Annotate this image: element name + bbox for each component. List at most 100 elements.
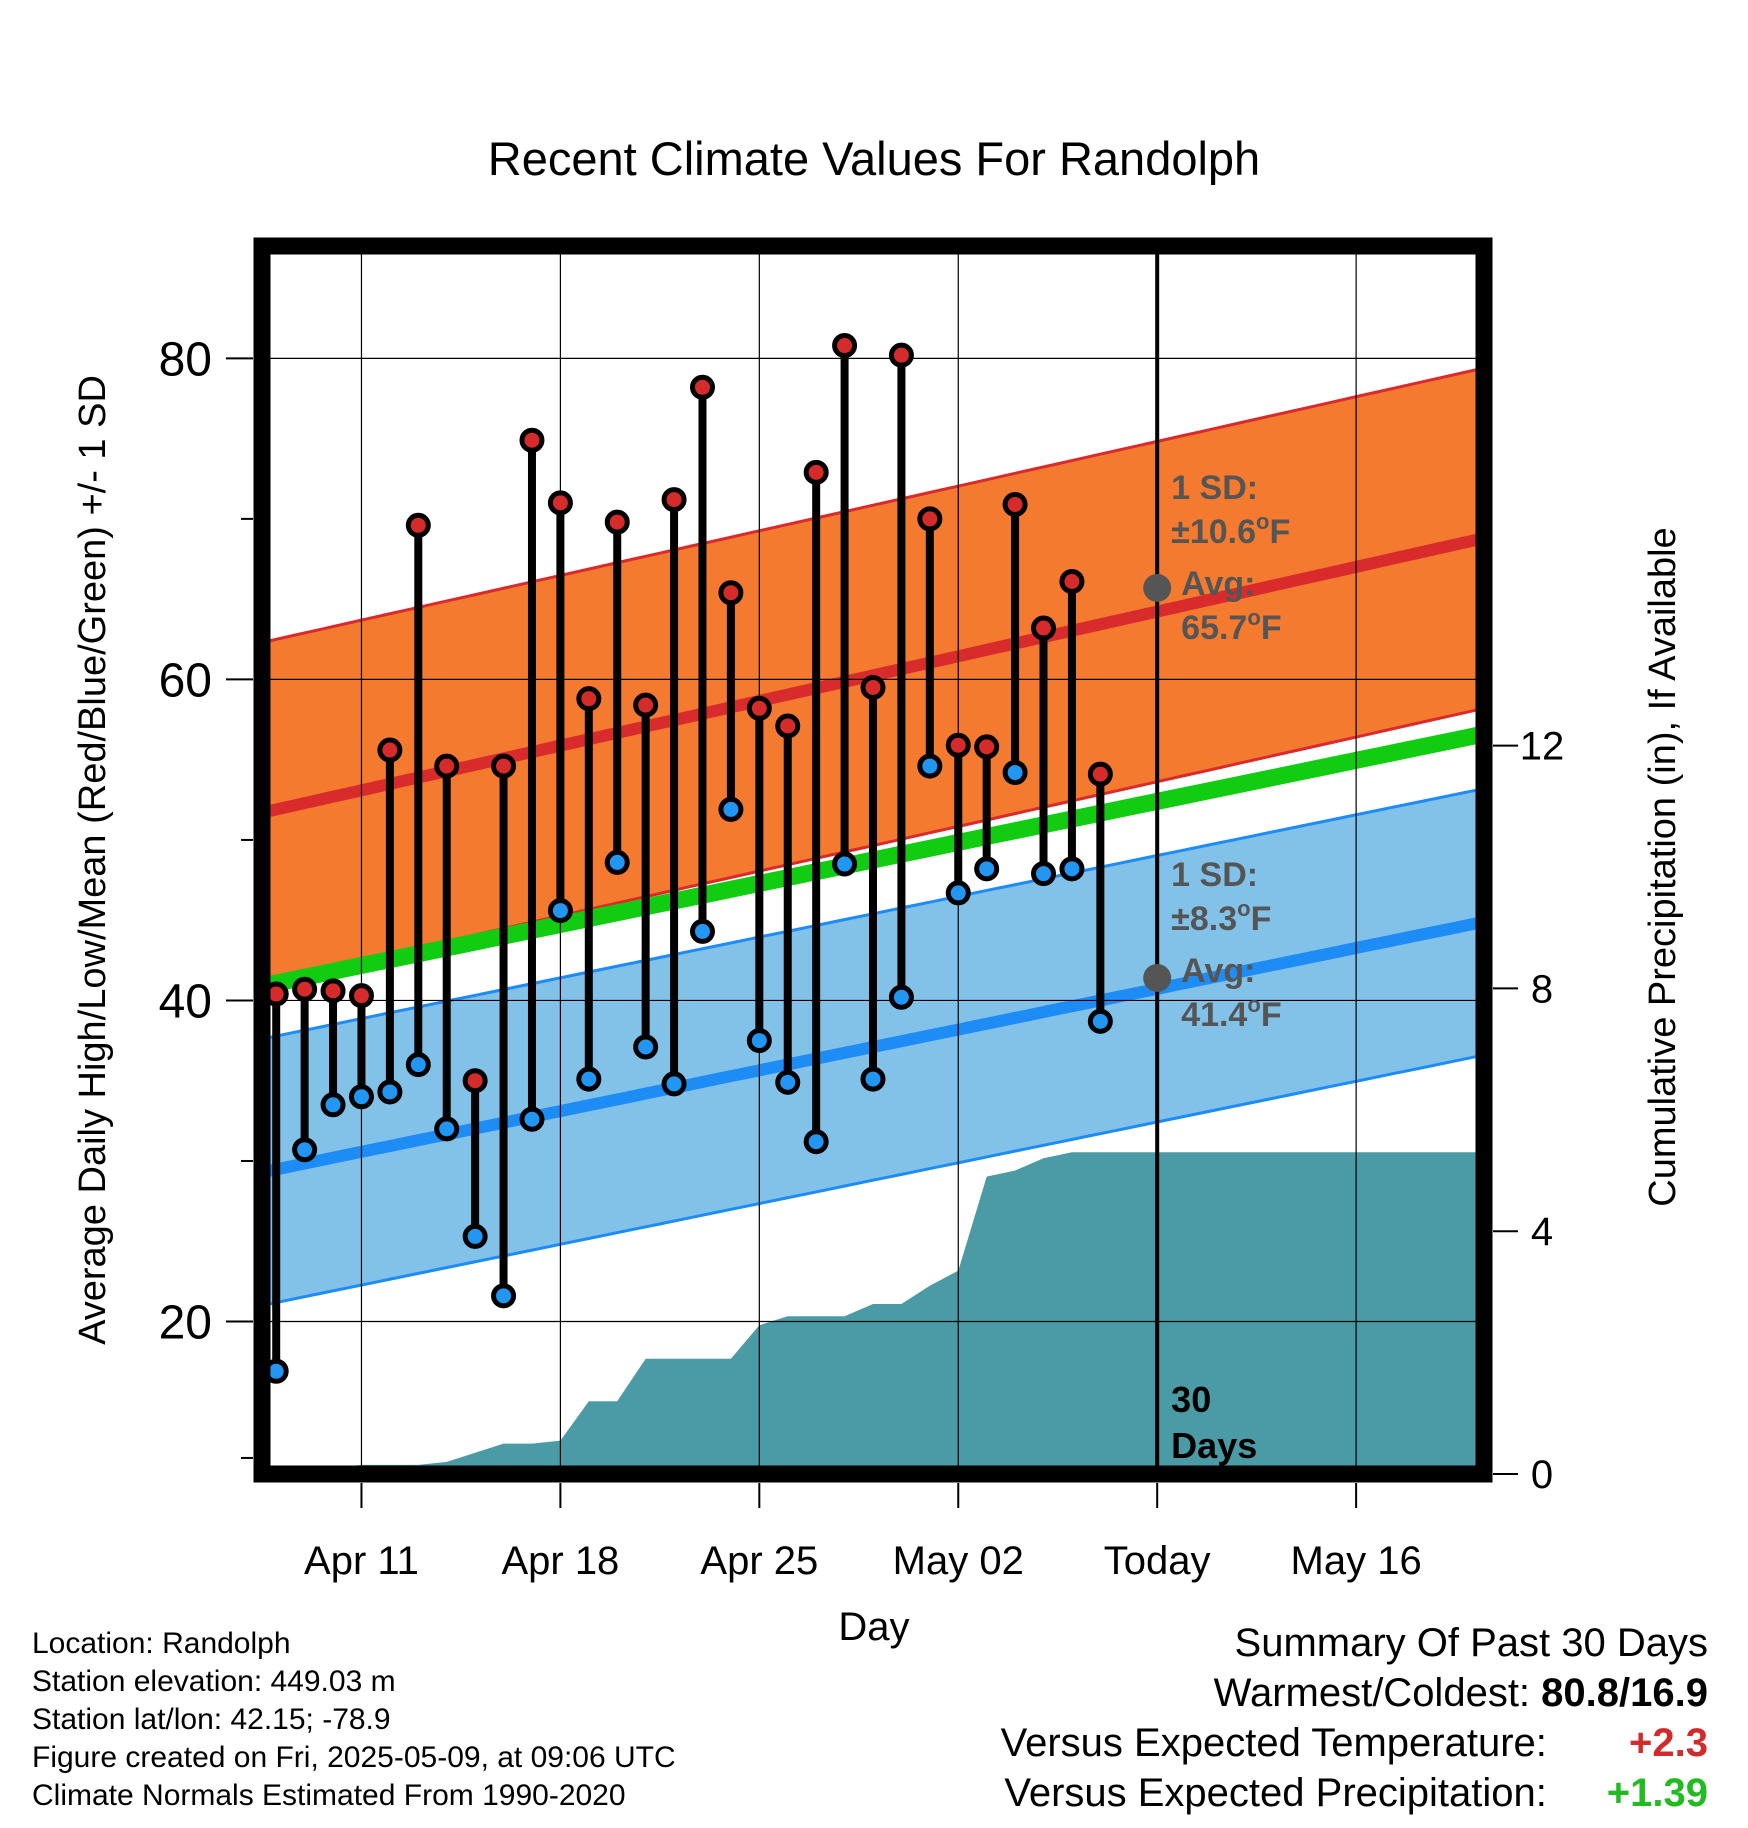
precipitation-area [276,1152,1484,1474]
daily-low-point [689,918,715,944]
daily-low-point [746,1028,772,1054]
low-band-lower-edge [262,1053,1484,1307]
daily-high-point [803,459,829,485]
summary-warm-cold: Warmest/Coldest: 80.8/16.9 [1001,1668,1708,1718]
daily-high-point [1002,491,1028,517]
high-avg-marker [1143,573,1172,602]
high-annotation-avg-value: 65.7oF [1181,605,1281,647]
daily-high-point [405,512,431,538]
daily-low-point [320,1092,346,1118]
high-band-upper-edge [262,366,1484,644]
y-tick-label: 20 [159,1297,212,1350]
y2-tick-label: 12 [1520,725,1565,769]
y2-tick-label: 0 [1531,1453,1553,1497]
daily-high-point [462,1068,488,1094]
summary-panel: Summary Of Past 30 Days Warmest/Coldest:… [1001,1618,1708,1818]
daily-low-point [547,898,573,924]
temp-label: Versus Expected Temperature: [1000,1721,1547,1765]
daily-high-point [633,692,659,718]
today-window-label-bottom: Days [1171,1425,1257,1466]
daily-low-point [434,1116,460,1142]
daily-high-point [434,753,460,779]
today-window-label-top: 30 [1171,1379,1211,1420]
low-avg-marker [1143,963,1172,992]
daily-low-point [775,1069,801,1095]
daily-low-point [661,1071,687,1097]
daily-low-point [604,849,630,875]
daily-low-point [803,1129,829,1155]
daily-high-point [1087,761,1113,787]
daily-high-point [320,978,346,1004]
daily-high-point [576,686,602,712]
daily-high-point [661,487,687,513]
low-annotation-avg-label: Avg: [1181,952,1255,990]
daily-low-point [377,1079,403,1105]
daily-low-point [1031,861,1057,887]
daily-high-point [746,695,772,721]
daily-low-point [633,1034,659,1060]
high-annotation-sd-value: ±10.6oF [1171,509,1290,551]
x-tick-label: Apr 18 [501,1539,619,1583]
daily-low-point [519,1106,545,1132]
y2-tick-label: 8 [1531,967,1553,1011]
daily-low-point [1059,856,1085,882]
daily-low-point [718,796,744,822]
daily-high-point [832,333,858,359]
daily-low-point [945,880,971,906]
summary-temp: Versus Expected Temperature: +2.3 [1001,1718,1708,1768]
daily-high-point [718,580,744,606]
daily-high-point [292,976,318,1002]
daily-high-point [547,490,573,516]
plot-inner [262,246,1484,1474]
y-tick-label: 80 [159,333,212,386]
daily-low-point [860,1066,886,1092]
daily-high-point [860,674,886,700]
chart-title: Recent Climate Values For Randolph [488,132,1260,185]
x-axis-label: Day [838,1605,909,1649]
daily-low-point [974,856,1000,882]
latlon-text: Station lat/lon: 42.15; -78.9 [32,1703,391,1736]
daily-high-point [974,734,1000,760]
daily-high-point [917,506,943,532]
daily-high-point [945,732,971,758]
daily-low-point [917,753,943,779]
summary-precip: Versus Expected Precipitation: +1.39 [1001,1768,1708,1818]
daily-low-point [462,1223,488,1249]
daily-high-point [1059,568,1085,594]
daily-high-point [348,983,374,1009]
y-tick-label: 40 [159,975,212,1028]
daily-low-point [491,1283,517,1309]
daily-high-point [377,737,403,763]
daily-high-point [604,509,630,535]
normals-text: Climate Normals Estimated From 1990-2020 [32,1779,626,1812]
daily-low-point [576,1066,602,1092]
x-tick-label: Today [1104,1539,1211,1583]
high-annotation-avg-label: Avg: [1181,565,1255,603]
daily-high-point [689,374,715,400]
daily-low-point [1087,1008,1113,1034]
temp-value: +2.3 [1629,1721,1708,1765]
daily-low-point [1002,760,1028,786]
x-tick-label: Apr 25 [700,1539,818,1583]
daily-high-point [775,713,801,739]
y-axis-label: Average Daily High/Low/Mean (Red/Blue/Gr… [72,375,114,1345]
precip-value: +1.39 [1606,1771,1708,1815]
x-tick-label: May 16 [1291,1539,1422,1583]
daily-high-point [1031,615,1057,641]
plot-frame [253,237,1493,1483]
daily-high-point [519,427,545,453]
y2-tick-label: 4 [1531,1210,1553,1254]
location-text: Location: Randolph [32,1627,291,1660]
x-tick-label: May 02 [893,1539,1024,1583]
low-annotation-avg-value: 41.4oF [1181,992,1281,1034]
summary-title: Summary Of Past 30 Days [1234,1621,1708,1665]
station-info: Location: Randolph Station elevation: 44… [32,1625,676,1815]
daily-low-point [348,1084,374,1110]
daily-low-point [292,1137,318,1163]
low-annotation-sd-label: 1 SD: [1171,856,1258,894]
elevation-text: Station elevation: 449.03 m [32,1665,396,1698]
y-tick-label: 60 [159,654,212,707]
x-tick-label: Apr 11 [304,1539,419,1583]
